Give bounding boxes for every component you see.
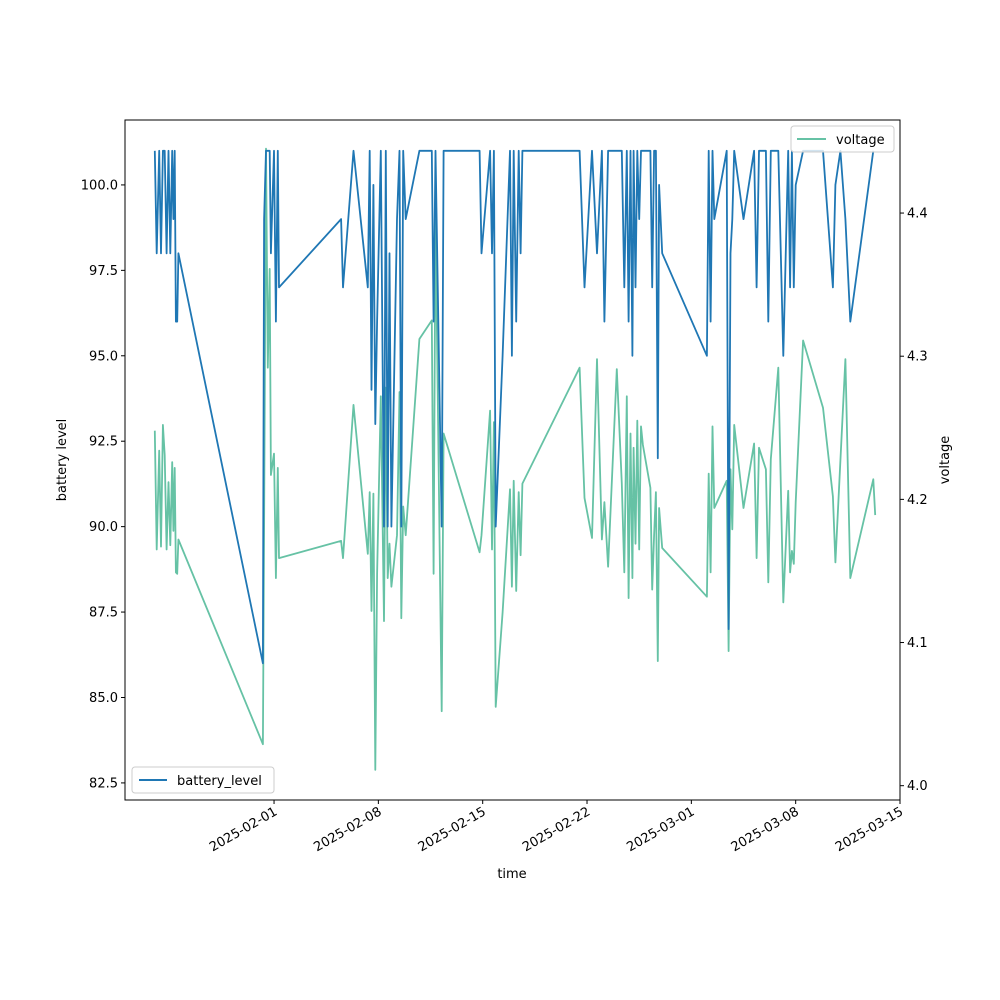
y-right-axis-title: voltage: [938, 436, 953, 485]
y-left-tick-label: 97.5: [89, 264, 118, 279]
y-left-tick-label: 85.0: [89, 691, 118, 706]
legend-voltage: voltage: [790, 125, 895, 153]
legend-battery: battery_level: [131, 766, 275, 794]
plot-frame: [124, 119, 901, 801]
legend-battery-box: [131, 766, 275, 794]
x-axis-title: time: [497, 867, 526, 882]
y-left-tick-label: 100.0: [81, 178, 118, 193]
y-right-tick-label: 4.3: [907, 350, 928, 365]
legend-battery-label: battery_level: [177, 774, 262, 789]
legend-voltage-label: voltage: [836, 133, 885, 148]
y-left-axis-title: battery level: [55, 419, 70, 502]
series-line-voltage: [153, 147, 877, 771]
y-left-axis: 82.5 85.0 87.5 90.0 92.5 95.0 97.5 100.0: [81, 178, 125, 791]
legend-voltage-box: [790, 125, 895, 153]
series-line-battery-level: [153, 149, 875, 665]
y-left-tick-label: 92.5: [89, 435, 118, 450]
y-left-tick-label: 82.5: [89, 776, 118, 791]
y-left-tick-label: 87.5: [89, 606, 118, 621]
y-right-tick-label: 4.1: [907, 636, 928, 651]
y-right-tick-label: 4.2: [907, 493, 928, 508]
y-right-tick-label: 4.4: [907, 207, 928, 222]
y-right-axis: 4.0 4.1 4.2 4.3 4.4: [900, 207, 928, 794]
y-left-tick-label: 90.0: [89, 520, 118, 535]
series-layer: [153, 147, 877, 771]
y-left-tick-label: 95.0: [89, 349, 118, 364]
y-right-tick-label: 4.0: [907, 779, 928, 794]
